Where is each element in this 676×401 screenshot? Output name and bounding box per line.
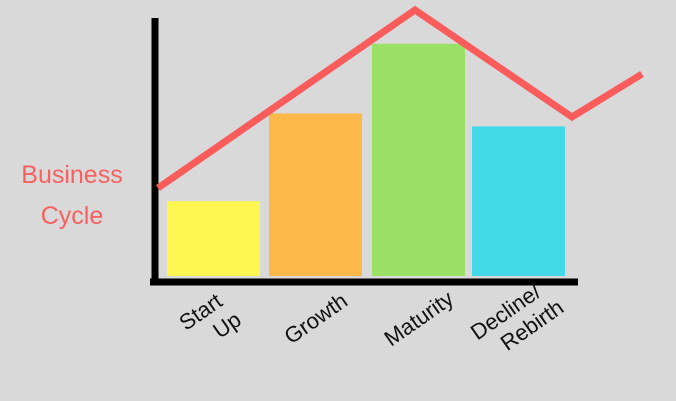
y-label: Business [21,161,122,189]
bar [472,126,565,276]
y-label: Cycle [41,202,104,230]
bar [372,43,465,276]
bar [269,113,362,277]
cycle-line [156,5,644,191]
bar [167,201,260,276]
